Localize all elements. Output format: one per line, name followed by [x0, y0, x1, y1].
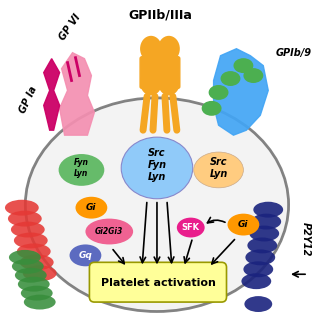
Ellipse shape: [20, 254, 54, 270]
Polygon shape: [60, 53, 94, 135]
Ellipse shape: [253, 202, 283, 218]
Text: SFK: SFK: [182, 223, 200, 232]
Ellipse shape: [194, 152, 244, 188]
Ellipse shape: [158, 69, 180, 95]
FancyBboxPatch shape: [140, 57, 162, 88]
Ellipse shape: [241, 273, 271, 289]
Ellipse shape: [18, 277, 50, 292]
Text: Gi: Gi: [86, 203, 97, 212]
Ellipse shape: [140, 69, 162, 95]
Ellipse shape: [85, 219, 133, 244]
Ellipse shape: [25, 98, 289, 311]
Ellipse shape: [251, 214, 281, 229]
Ellipse shape: [23, 265, 57, 281]
Ellipse shape: [247, 237, 277, 253]
Text: Src
Fyn
Lyn: Src Fyn Lyn: [148, 148, 166, 181]
Ellipse shape: [59, 154, 104, 186]
Ellipse shape: [14, 233, 48, 248]
Ellipse shape: [21, 286, 53, 300]
FancyBboxPatch shape: [89, 262, 227, 302]
Ellipse shape: [245, 249, 275, 265]
Ellipse shape: [249, 226, 279, 242]
Ellipse shape: [209, 85, 228, 100]
Text: Src
Lyn: Src Lyn: [209, 157, 228, 179]
Ellipse shape: [244, 296, 272, 312]
Text: Gi: Gi: [238, 220, 249, 229]
Ellipse shape: [12, 259, 44, 274]
Ellipse shape: [8, 211, 42, 227]
Text: Gi2Gi3: Gi2Gi3: [95, 227, 124, 236]
Ellipse shape: [69, 244, 101, 266]
Ellipse shape: [220, 71, 240, 86]
FancyBboxPatch shape: [158, 57, 180, 88]
Ellipse shape: [5, 200, 39, 216]
Ellipse shape: [140, 36, 162, 62]
Polygon shape: [44, 59, 60, 130]
Text: Platelet activation: Platelet activation: [100, 278, 215, 288]
Text: GPIIb/IIIa: GPIIb/IIIa: [128, 8, 192, 21]
Text: Gq: Gq: [78, 251, 92, 260]
Ellipse shape: [121, 137, 193, 199]
Ellipse shape: [158, 36, 180, 62]
Ellipse shape: [17, 244, 51, 259]
Text: GPIb/9: GPIb/9: [275, 48, 311, 58]
Ellipse shape: [234, 58, 253, 73]
Ellipse shape: [9, 250, 41, 265]
Ellipse shape: [228, 214, 259, 236]
Ellipse shape: [244, 68, 263, 83]
Ellipse shape: [24, 295, 56, 309]
Ellipse shape: [244, 261, 273, 277]
Ellipse shape: [15, 268, 47, 283]
Ellipse shape: [202, 101, 221, 116]
Text: P2Y12: P2Y12: [301, 222, 311, 257]
Text: GP VI: GP VI: [58, 12, 83, 42]
Text: Fyn
Lyn: Fyn Lyn: [74, 158, 89, 178]
Polygon shape: [213, 49, 268, 135]
Text: GP Ia: GP Ia: [17, 84, 38, 115]
Ellipse shape: [76, 197, 107, 219]
Ellipse shape: [177, 218, 205, 237]
Ellipse shape: [11, 221, 45, 237]
